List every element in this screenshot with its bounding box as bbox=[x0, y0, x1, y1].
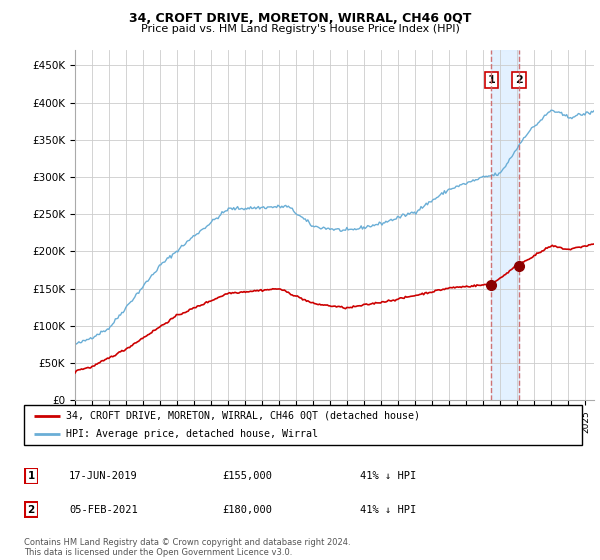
Text: 41% ↓ HPI: 41% ↓ HPI bbox=[360, 471, 416, 481]
Bar bbox=[491, 50, 519, 400]
Text: 1: 1 bbox=[487, 75, 495, 85]
Text: 34, CROFT DRIVE, MORETON, WIRRAL, CH46 0QT: 34, CROFT DRIVE, MORETON, WIRRAL, CH46 0… bbox=[129, 12, 471, 25]
Text: 2: 2 bbox=[28, 505, 35, 515]
Text: 05-FEB-2021: 05-FEB-2021 bbox=[69, 505, 138, 515]
Text: 41% ↓ HPI: 41% ↓ HPI bbox=[360, 505, 416, 515]
Text: HPI: Average price, detached house, Wirral: HPI: Average price, detached house, Wirr… bbox=[66, 430, 318, 439]
Text: 34, CROFT DRIVE, MORETON, WIRRAL, CH46 0QT (detached house): 34, CROFT DRIVE, MORETON, WIRRAL, CH46 0… bbox=[66, 411, 420, 421]
Text: Contains HM Land Registry data © Crown copyright and database right 2024.
This d: Contains HM Land Registry data © Crown c… bbox=[24, 538, 350, 557]
Text: £180,000: £180,000 bbox=[222, 505, 272, 515]
Text: 17-JUN-2019: 17-JUN-2019 bbox=[69, 471, 138, 481]
Text: 1: 1 bbox=[28, 471, 35, 481]
Text: Price paid vs. HM Land Registry's House Price Index (HPI): Price paid vs. HM Land Registry's House … bbox=[140, 24, 460, 34]
Text: 2: 2 bbox=[515, 75, 523, 85]
Text: £155,000: £155,000 bbox=[222, 471, 272, 481]
